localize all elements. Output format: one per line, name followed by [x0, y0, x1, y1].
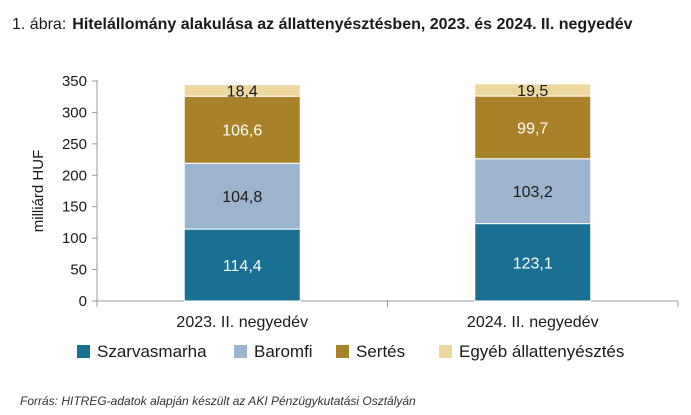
y-tick-label: 50 — [70, 262, 87, 279]
bar-segment — [474, 95, 592, 160]
legend-swatch — [439, 345, 452, 358]
y-tick-label: 100 — [62, 230, 87, 247]
y-tick-label: 300 — [62, 104, 87, 121]
y-tick-label: 200 — [62, 167, 87, 184]
legend-label: Baromfi — [254, 342, 313, 361]
data-label: 18,4 — [227, 83, 258, 100]
data-label: 106,6 — [222, 123, 262, 140]
bar-segment — [183, 84, 301, 97]
legend-label: Sertés — [356, 342, 405, 361]
bar-segment — [474, 158, 592, 225]
y-tick-label: 0 — [79, 293, 87, 310]
legend-swatch — [336, 345, 349, 358]
legend-label: Egyéb állattenyésztés — [459, 342, 624, 361]
legend-swatch — [234, 345, 247, 358]
data-label: 103,2 — [513, 184, 553, 201]
chart-title: 1. ábra: Hitelállomány alakulása az állat… — [12, 16, 633, 34]
x-tick-label: 2024. II. negyedév — [467, 314, 599, 331]
bar-segment — [183, 228, 301, 302]
data-label: 104,8 — [222, 189, 262, 206]
legend-label: Szarvasmarha — [97, 342, 207, 361]
data-label: 19,5 — [517, 83, 548, 100]
source-note: Forrás: HITREG-adatok alapján készült az… — [20, 394, 416, 408]
figure-title: Hitelállomány alakulása az állattenyészt… — [72, 16, 633, 33]
y-tick-label: 250 — [62, 136, 87, 153]
y-tick-label: 150 — [62, 199, 87, 216]
bar-segment — [474, 83, 592, 97]
bar-segment — [474, 223, 592, 302]
y-axis-title: milliárd HUF — [30, 150, 47, 233]
data-label: 99,7 — [517, 120, 548, 137]
x-tick-label: 2023. II. negyedév — [176, 314, 308, 331]
legend-swatch — [77, 345, 90, 358]
figure-label: 1. ábra: — [12, 16, 67, 33]
data-label: 114,4 — [223, 258, 262, 275]
y-tick-label: 350 — [62, 73, 87, 90]
data-label: 123,1 — [513, 255, 553, 272]
